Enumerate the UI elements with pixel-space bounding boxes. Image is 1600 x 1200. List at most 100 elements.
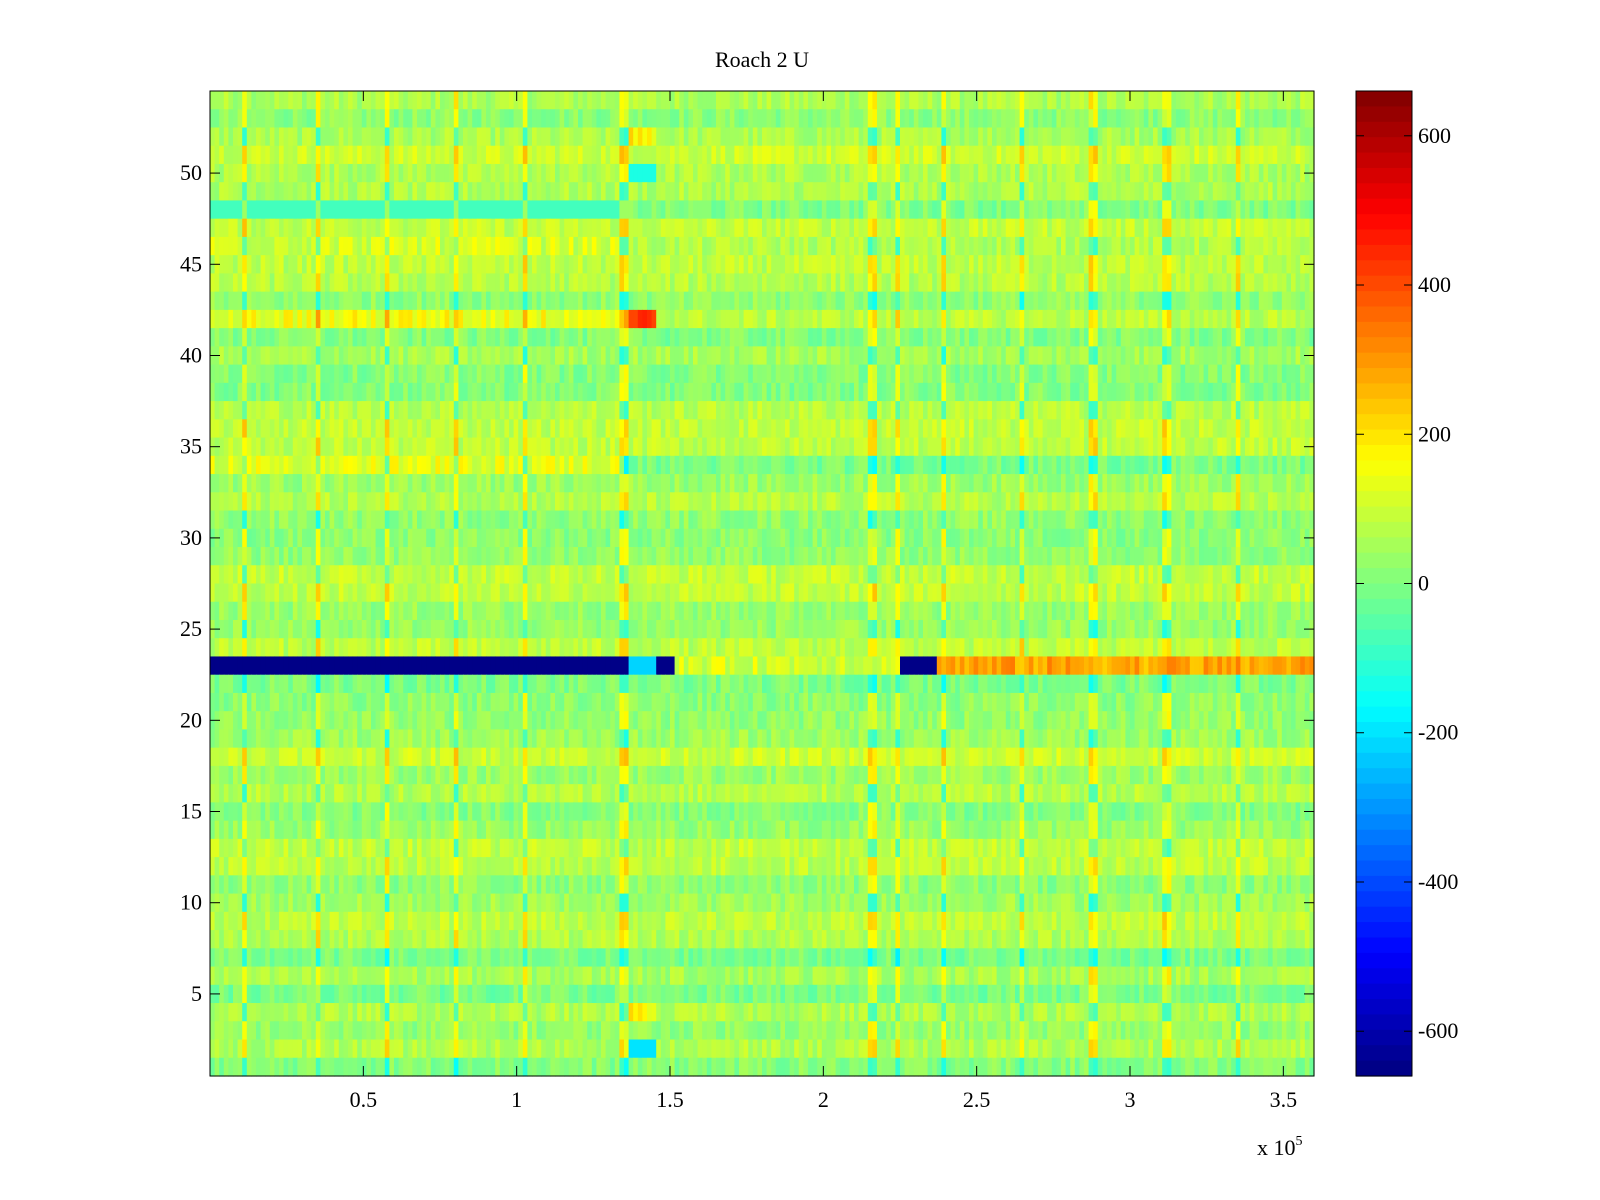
heatmap-cell — [440, 401, 446, 420]
heatmap-cell — [472, 200, 478, 220]
heatmap-cell — [877, 182, 883, 202]
heatmap-cell — [449, 182, 455, 202]
heatmap-cell — [1203, 401, 1209, 420]
heatmap-cell — [1019, 328, 1025, 347]
heatmap-cell — [1249, 382, 1255, 402]
heatmap-cell — [490, 109, 496, 129]
heatmap-cell — [375, 145, 381, 165]
heatmap-cell — [725, 163, 731, 183]
heatmap-cell — [1088, 200, 1094, 220]
heatmap-cell — [458, 291, 464, 311]
heatmap-cell — [1042, 127, 1048, 147]
heatmap-cell — [504, 437, 510, 457]
heatmap-cell — [233, 127, 239, 147]
heatmap-cell — [1231, 145, 1237, 165]
heatmap-cell — [858, 382, 864, 402]
heatmap-cell — [734, 127, 740, 147]
heatmap-cell — [315, 255, 321, 275]
heatmap-cell — [1143, 145, 1149, 165]
heatmap-cell — [854, 346, 860, 366]
heatmap-cell — [233, 236, 239, 256]
heatmap-cell — [1291, 382, 1297, 402]
heatmap-cell — [210, 382, 216, 402]
heatmap-cell — [1254, 273, 1260, 293]
heatmap-cell — [417, 419, 423, 439]
heatmap-cell — [849, 145, 855, 165]
heatmap-cell — [1203, 346, 1209, 366]
heatmap-cell — [440, 236, 446, 256]
heatmap-cell — [467, 273, 473, 293]
heatmap-cell — [504, 364, 510, 384]
heatmap-cell — [941, 401, 947, 420]
heatmap-cell — [1019, 382, 1025, 402]
heatmap-cell — [720, 455, 726, 475]
heatmap-cell — [775, 236, 781, 256]
heatmap-cell — [932, 218, 938, 238]
heatmap-cell — [895, 273, 901, 293]
heatmap-cell — [702, 419, 708, 439]
heatmap-cell — [536, 200, 542, 220]
heatmap-cell — [716, 91, 722, 110]
heatmap-cell — [1107, 163, 1113, 183]
heatmap-cell — [739, 346, 745, 366]
heatmap-cell — [297, 127, 303, 147]
heatmap-cell — [964, 145, 970, 165]
heatmap-cell — [1028, 236, 1034, 256]
heatmap-cell — [1162, 255, 1168, 275]
heatmap-cell — [762, 346, 768, 366]
heatmap-cell — [1047, 291, 1053, 311]
heatmap-cell — [1309, 273, 1315, 293]
heatmap-cell — [1180, 401, 1186, 420]
heatmap-cell — [1061, 163, 1067, 183]
heatmap-cell — [463, 437, 469, 457]
heatmap-cell — [1203, 291, 1209, 311]
heatmap-cell — [237, 364, 243, 384]
heatmap-cell — [1208, 346, 1214, 366]
heatmap-cell — [357, 145, 363, 165]
heatmap-cell — [440, 91, 446, 110]
heatmap-cell — [467, 364, 473, 384]
heatmap-cell — [306, 109, 312, 129]
heatmap-cell — [674, 145, 680, 165]
heatmap-cell — [302, 127, 308, 147]
heatmap-cell — [260, 236, 266, 256]
heatmap-cell — [228, 109, 234, 129]
heatmap-cell — [835, 255, 841, 275]
heatmap-cell — [1185, 419, 1191, 439]
heatmap-cell — [1203, 419, 1209, 439]
heatmap-cell — [444, 419, 450, 439]
heatmap-cell — [1015, 236, 1021, 256]
heatmap-cell — [946, 218, 952, 238]
heatmap-cell — [573, 163, 579, 183]
heatmap-cell — [1254, 401, 1260, 420]
heatmap-cell — [389, 291, 395, 311]
heatmap-cell — [771, 437, 777, 457]
heatmap-cell — [826, 218, 832, 238]
heatmap-cell — [361, 163, 367, 183]
heatmap-cell — [1019, 236, 1025, 256]
heatmap-cell — [867, 455, 873, 475]
heatmap-cell — [555, 91, 561, 110]
heatmap-cell — [1024, 163, 1030, 183]
heatmap-cell — [642, 328, 648, 347]
heatmap-cell — [1166, 346, 1172, 366]
heatmap-cell — [421, 346, 427, 366]
heatmap-cell — [1226, 309, 1232, 329]
heatmap-cell — [729, 401, 735, 420]
heatmap-cell — [1281, 255, 1287, 275]
heatmap-cell — [679, 273, 685, 293]
heatmap-cell — [251, 127, 257, 147]
heatmap-cell — [711, 455, 717, 475]
heatmap-cell — [766, 145, 772, 165]
heatmap-cell — [1254, 200, 1260, 220]
heatmap-cell — [628, 455, 634, 475]
heatmap-cell — [863, 182, 869, 202]
heatmap-cell — [614, 309, 620, 329]
heatmap-cell — [1148, 437, 1154, 457]
heatmap-cell — [398, 273, 404, 293]
heatmap-cell — [798, 200, 804, 220]
heatmap-cell — [453, 236, 459, 256]
heatmap-cell — [555, 109, 561, 129]
heatmap-cell — [831, 401, 837, 420]
heatmap-cell — [808, 255, 814, 275]
